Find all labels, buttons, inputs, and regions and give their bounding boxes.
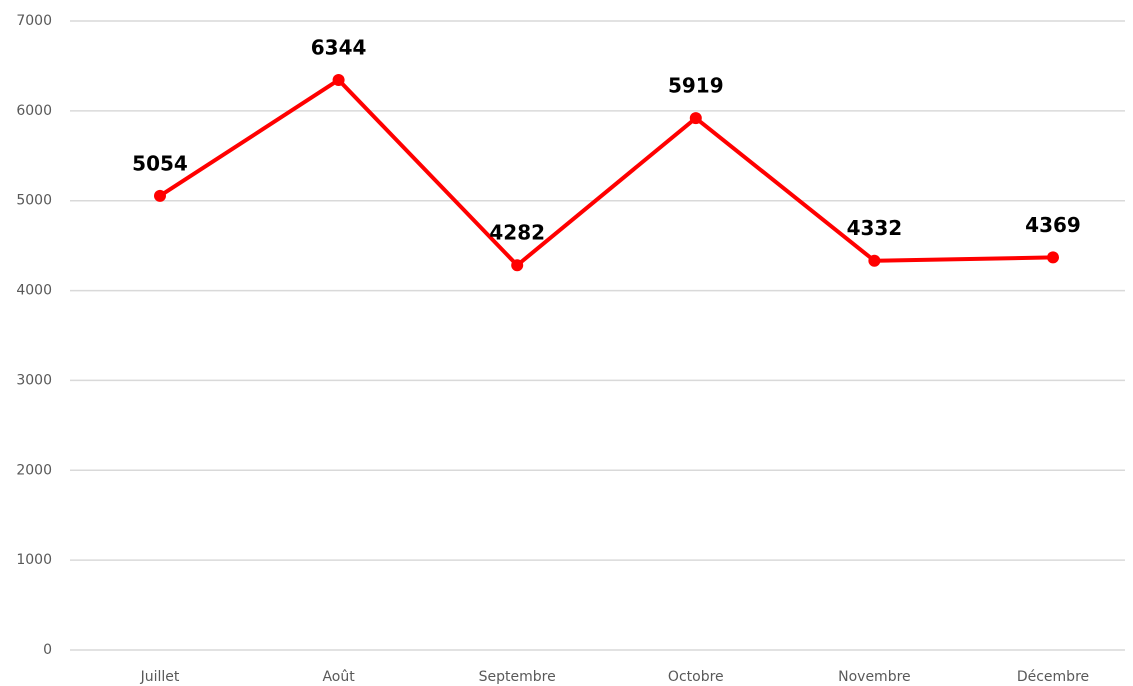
data-label: 4332 <box>847 216 903 240</box>
x-tick-label: Octobre <box>668 669 724 685</box>
line <box>158 77 1054 268</box>
data-label: 4369 <box>1025 213 1081 237</box>
marker <box>868 254 881 267</box>
y-tick-label: 2000 <box>16 462 52 478</box>
marker <box>154 189 166 202</box>
data-label: 6344 <box>311 35 367 59</box>
marker <box>511 259 524 272</box>
y-tick-label: 3000 <box>16 372 52 388</box>
data-label: 5054 <box>132 151 188 175</box>
marker <box>1047 251 1059 264</box>
x-tick-label: Septembre <box>479 669 556 685</box>
y-tick-label: 1000 <box>16 552 52 568</box>
y-tick-label: 0 <box>43 642 52 658</box>
x-tick-label: Juillet <box>140 669 180 685</box>
y-tick-label: 6000 <box>16 103 52 119</box>
x-tick-label: Décembre <box>1017 669 1089 685</box>
data-label: 5919 <box>668 74 724 98</box>
y-tick-label: 7000 <box>16 13 52 29</box>
x-tick-label: Août <box>322 669 355 685</box>
x-tick-label: Novembre <box>838 669 911 685</box>
marker <box>332 73 345 86</box>
marker <box>689 112 702 125</box>
y-tick-label: 5000 <box>16 193 52 209</box>
y-tick-label: 4000 <box>16 283 52 299</box>
data-label: 4282 <box>489 221 545 245</box>
